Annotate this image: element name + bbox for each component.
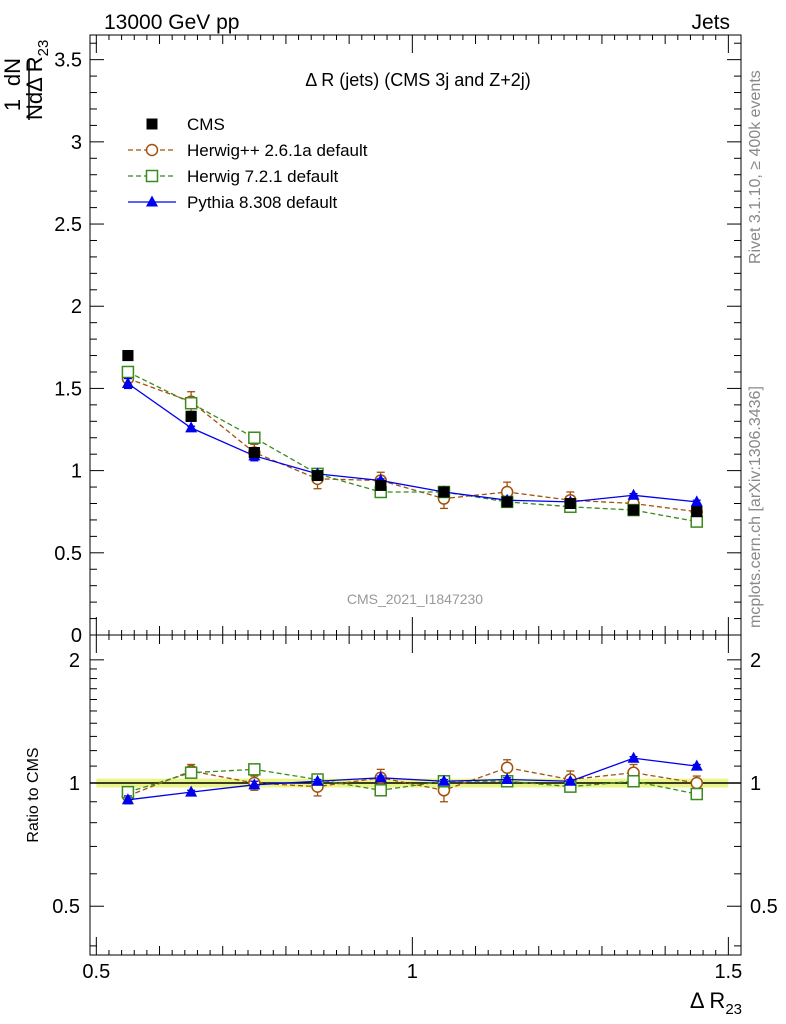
y-tick-label: 0 <box>71 625 82 647</box>
legend-label: CMS <box>187 115 225 134</box>
data-point <box>145 143 159 157</box>
data-point <box>184 396 198 410</box>
data-point <box>184 766 198 779</box>
data-point <box>437 774 450 786</box>
series-pythia-8-308-default <box>121 376 703 507</box>
main-axis-ticks: 0 0.5 1 1.5 2 2.5 3 3.5 <box>54 42 741 647</box>
y-tick-label: 1.5 <box>54 378 82 400</box>
y-label-dn: dN <box>0 58 25 86</box>
data-point <box>185 421 198 433</box>
y-axis-label-ratio: Ratio to CMS <box>25 747 42 842</box>
x-axis-ticks: 0.5 1 1.5 <box>82 35 742 983</box>
data-point <box>690 515 704 528</box>
data-point <box>628 504 640 516</box>
series-line <box>127 757 697 801</box>
header-process: Jets <box>691 11 730 34</box>
data-point <box>312 470 324 482</box>
data-point <box>501 496 513 508</box>
data-point <box>690 787 704 801</box>
series-line <box>127 767 697 797</box>
series-cms <box>122 350 703 518</box>
x-tick-label: 1.5 <box>714 961 742 983</box>
data-point <box>121 376 134 388</box>
data-point <box>374 771 387 783</box>
series-line <box>127 371 697 523</box>
data-point <box>501 773 514 785</box>
legend-entry: Pythia 8.308 default <box>128 193 338 212</box>
data-point <box>691 506 703 518</box>
series-herwig-7-2-1-default <box>121 365 704 528</box>
series-herwig-2-6-1a-default <box>121 369 704 519</box>
data-point <box>121 793 134 805</box>
y-tick-label: 0.5 <box>54 543 82 565</box>
rivet-label: Rivet 3.1.10, ≥ 400k events <box>747 70 764 264</box>
x-axis-label: Δ R23 <box>690 988 742 1018</box>
data-point <box>627 751 640 763</box>
data-point <box>146 118 158 130</box>
data-point <box>500 761 514 774</box>
mcplots-label: mcplots.cern.ch [arXiv:1306.3436] <box>747 386 764 628</box>
data-point <box>374 784 387 797</box>
data-point <box>145 169 159 183</box>
ratio-panel-frame <box>89 634 742 956</box>
ratio-tick-label-right: 1 <box>750 773 761 795</box>
data-point <box>185 410 197 422</box>
data-point <box>564 774 577 786</box>
ratio-series <box>121 751 704 805</box>
ratio-tick-label: 0.5 <box>52 896 80 918</box>
ratio-tick-label: 2 <box>69 650 80 672</box>
series-line <box>127 768 697 795</box>
y-tick-label: 2.5 <box>54 214 82 236</box>
data-point <box>185 785 198 797</box>
x-tick-label: 1 <box>407 961 418 983</box>
header-energy: 13000 GeV pp <box>104 11 239 34</box>
plot-title: Δ R (jets) (CMS 3j and Z+2j) <box>305 70 531 90</box>
series-pythia-8-308-default <box>121 751 703 805</box>
y-tick-label: 3.5 <box>54 50 82 72</box>
series-line <box>127 382 697 503</box>
data-point <box>146 195 158 207</box>
data-point <box>248 763 261 776</box>
ratio-tick-label-right: 0.5 <box>750 896 778 918</box>
data-point <box>248 447 260 459</box>
data-point <box>627 488 640 500</box>
legend-label: Herwig 7.2.1 default <box>187 167 338 186</box>
data-point <box>438 486 450 498</box>
y-tick-label: 3 <box>71 132 82 154</box>
legend-entry: CMS <box>146 115 225 134</box>
data-point <box>690 776 704 790</box>
y-label-denominator: NdΔ R23 <box>22 40 52 120</box>
ratio-axis-ticks: 0.5 0.5 1 1 2 2 <box>52 650 778 947</box>
data-point <box>248 778 261 790</box>
data-point <box>311 774 324 786</box>
legend-entry: Herwig 7.2.1 default <box>128 167 338 186</box>
series-line <box>127 377 697 513</box>
y-tick-label: 2 <box>71 296 82 318</box>
data-point <box>690 759 703 771</box>
main-series <box>121 350 704 528</box>
legend-label: Herwig++ 2.6.1a default <box>187 141 368 160</box>
data-point <box>627 775 640 788</box>
data-point <box>375 479 387 491</box>
x-tick-label: 0.5 <box>82 961 110 983</box>
y-label-numerator: 1 <box>0 99 25 111</box>
ratio-tick-label-right: 2 <box>750 650 761 672</box>
legend-entry: Herwig++ 2.6.1a default <box>128 141 368 160</box>
ratio-tick-label: 1 <box>69 773 80 795</box>
data-point <box>121 365 135 379</box>
legend-label: Pythia 8.308 default <box>187 193 338 212</box>
analysis-watermark: CMS_2021_I1847230 <box>347 591 483 607</box>
data-point <box>564 497 576 509</box>
data-point <box>122 350 134 362</box>
y-tick-label: 1 <box>71 461 82 483</box>
data-point <box>248 431 261 444</box>
legend: CMS Herwig++ 2.6.1a default Herwig 7.2.1 d… <box>128 115 368 212</box>
data-point <box>690 495 703 507</box>
